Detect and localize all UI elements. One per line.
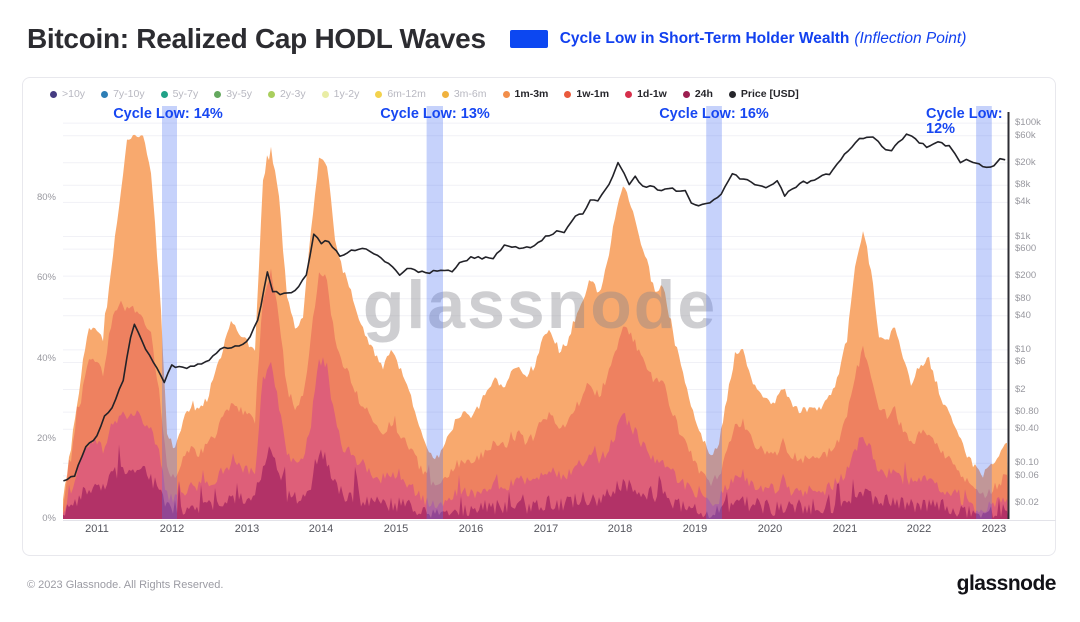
legend-swatch-icon <box>441 90 449 98</box>
price-tick-label: $4k <box>1015 196 1031 207</box>
price-tick-label: $40 <box>1015 310 1031 321</box>
chart-legend: >10y 7y-10y 5y-7y 3y-5y 2y-3y 1y-2y 6m-12m 3m-6… <box>50 88 799 100</box>
legend-item-5y-7y[interactable]: 5y-7y <box>160 88 199 100</box>
percent-tick-label: 0% <box>42 513 56 524</box>
legend-swatch-icon <box>682 90 690 98</box>
legend-item-label: 3y-5y <box>226 88 252 100</box>
price-tick-label: $0.40 <box>1015 423 1039 434</box>
legend-swatch-icon <box>267 90 275 98</box>
percent-tick-label: 40% <box>36 353 56 364</box>
legend-item-label: >10y <box>62 88 86 100</box>
cycle-low-badge: Cycle Low in Short-Term Holder Wealth (I… <box>509 30 967 48</box>
legend-swatch-icon <box>375 90 383 98</box>
legend-swatch-icon <box>321 90 329 98</box>
legend-item-label: 6m-12m <box>387 88 426 100</box>
legend-item-1m-3m[interactable]: 1m-3m <box>502 88 549 100</box>
legend-item-24h[interactable]: 24h <box>682 88 713 100</box>
legend-item-label: 1w-1m <box>576 88 610 100</box>
legend-item-6m-12m[interactable]: 6m-12m <box>375 88 426 100</box>
cycle-low-badge-suffix: (Inflection Point) <box>854 30 967 47</box>
price-tick-label: $0.10 <box>1015 457 1039 468</box>
price-tick-label: $600 <box>1015 243 1037 254</box>
price-tick-label: $200 <box>1015 270 1037 281</box>
copyright-text: © 2023 Glassnode. All Rights Reserved. <box>27 579 224 591</box>
price-tick-label: $2 <box>1015 384 1026 395</box>
price-tick-label: $0.02 <box>1015 497 1039 508</box>
chart-card <box>22 77 1056 556</box>
legend-item-label: 1y-2y <box>333 88 360 100</box>
price-tick-label: $6 <box>1015 356 1026 367</box>
year-label: 2013 <box>234 523 260 535</box>
year-label: 2012 <box>159 523 185 535</box>
legend-swatch-icon <box>625 90 633 98</box>
legend-swatch-icon <box>101 90 109 98</box>
legend-item--10y[interactable]: >10y <box>50 88 85 100</box>
cycle-low-badge-label: Cycle Low in Short-Term Holder Wealth <box>559 30 850 47</box>
percent-tick-label: 20% <box>36 433 56 444</box>
year-label: 2016 <box>458 523 484 535</box>
legend-item-3m-6m[interactable]: 3m-6m <box>441 88 487 100</box>
year-label: 2018 <box>607 523 633 535</box>
legend-item-label: 24h <box>694 88 713 100</box>
legend-item-2y-3y[interactable]: 2y-3y <box>267 88 306 100</box>
legend-swatch-icon <box>50 90 57 98</box>
legend-swatch-icon <box>160 90 168 98</box>
legend-item-1w-1m[interactable]: 1w-1m <box>564 88 609 100</box>
price-tick-label: $1k <box>1015 231 1031 242</box>
year-label: 2015 <box>383 523 409 535</box>
price-tick-label: $8k <box>1015 179 1031 190</box>
price-tick-label: $80 <box>1015 293 1031 304</box>
legend-item-label: 1d-1w <box>637 88 667 100</box>
legend-item-7y-10y[interactable]: 7y-10y <box>101 88 145 100</box>
legend-swatch-icon <box>214 90 222 98</box>
price-tick-label: $0.80 <box>1015 406 1039 417</box>
page-header: Bitcoin: Realized Cap HODL Waves Cycle L… <box>27 22 966 56</box>
price-tick-label: $60k <box>1015 130 1036 141</box>
legend-item-label: 7y-10y <box>113 88 145 100</box>
year-label: 2023 <box>981 523 1007 535</box>
legend-item-3y-5y[interactable]: 3y-5y <box>214 88 252 100</box>
percent-tick-label: 60% <box>36 272 56 283</box>
legend-swatch-icon <box>728 90 736 98</box>
percent-tick-label: 80% <box>36 192 56 203</box>
year-label: 2019 <box>682 523 708 535</box>
legend-item-1d-1w[interactable]: 1d-1w <box>625 88 667 100</box>
legend-item-label: 2y-3y <box>279 88 306 100</box>
cycle-low-swatch <box>509 30 548 48</box>
legend-item-label: 1m-3m <box>514 88 549 100</box>
legend-item-label: 5y-7y <box>172 88 199 100</box>
glassnode-wordmark: glassnode <box>956 572 1057 595</box>
legend-item-label: Price [USD] <box>740 88 799 100</box>
price-tick-label: $10 <box>1015 344 1031 355</box>
year-label: 2017 <box>533 523 559 535</box>
year-label: 2014 <box>308 523 334 535</box>
price-tick-label: $20k <box>1015 157 1036 168</box>
year-label: 2022 <box>906 523 932 535</box>
price-tick-label: $0.06 <box>1015 470 1039 481</box>
price-tick-label: $100k <box>1015 117 1041 128</box>
page-title: Bitcoin: Realized Cap HODL Waves <box>27 23 486 54</box>
legend-item-price-usd-[interactable]: Price [USD] <box>728 88 799 100</box>
year-label: 2020 <box>757 523 783 535</box>
legend-item-1y-2y[interactable]: 1y-2y <box>321 88 360 100</box>
legend-item-label: 3m-6m <box>453 88 487 100</box>
year-label: 2021 <box>832 523 858 535</box>
year-label: 2011 <box>85 523 109 535</box>
legend-swatch-icon <box>502 90 510 98</box>
legend-swatch-icon <box>564 90 572 98</box>
